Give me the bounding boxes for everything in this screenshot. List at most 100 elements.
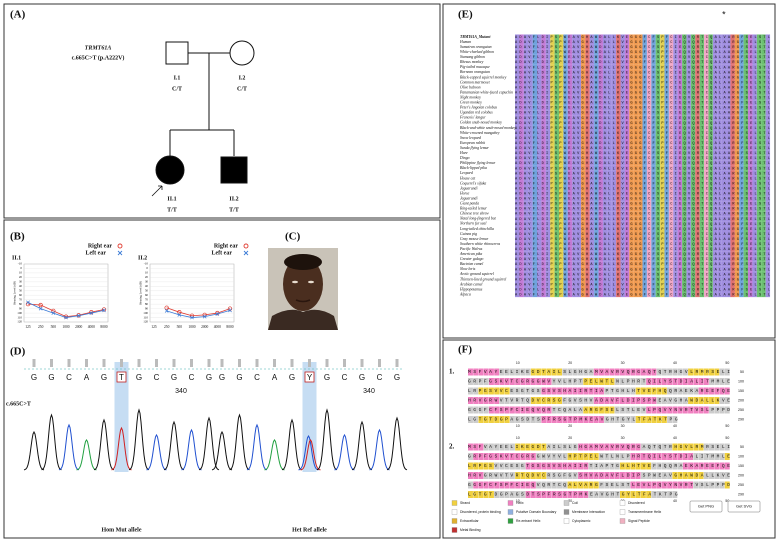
residue-cell bbox=[523, 266, 529, 272]
residue-cell bbox=[677, 266, 683, 272]
residue-cell bbox=[532, 69, 538, 75]
y-tick-label: 90 bbox=[19, 306, 23, 310]
residue-cell bbox=[660, 261, 665, 267]
residue-cell bbox=[721, 64, 727, 70]
residue-cell bbox=[726, 185, 731, 192]
residue-cell bbox=[765, 286, 771, 293]
residue-cell bbox=[563, 201, 568, 207]
residue-cell bbox=[734, 145, 740, 151]
residue-cell bbox=[695, 226, 700, 232]
residue-cell bbox=[598, 185, 603, 192]
export-button[interactable] bbox=[727, 500, 761, 513]
residue-cell bbox=[588, 481, 594, 489]
residue-cell bbox=[761, 110, 766, 116]
residue-cell bbox=[664, 125, 669, 131]
residue-cell bbox=[576, 261, 581, 267]
residue-cell bbox=[765, 201, 771, 207]
residue-cell bbox=[651, 105, 656, 111]
residue-cell bbox=[677, 49, 683, 55]
gene-name: TRMT61A bbox=[85, 45, 112, 51]
residue-cell bbox=[528, 145, 533, 151]
residue-cell bbox=[528, 135, 533, 141]
species-name: Slow loris bbox=[460, 267, 476, 271]
residue-cell bbox=[629, 231, 634, 237]
residue-cell bbox=[585, 79, 590, 86]
residue-cell bbox=[616, 49, 621, 55]
residue-cell bbox=[563, 251, 568, 257]
data-point bbox=[64, 315, 68, 320]
residue-cell bbox=[598, 256, 603, 262]
residue-cell bbox=[717, 130, 722, 136]
residue-cell bbox=[567, 271, 573, 277]
residue-cell bbox=[585, 110, 590, 116]
residue-cell bbox=[730, 271, 735, 277]
residue-cell bbox=[765, 49, 771, 55]
residue-cell bbox=[640, 416, 646, 423]
residue-cell bbox=[624, 191, 630, 197]
residue-cell bbox=[594, 84, 599, 91]
residue-cell bbox=[585, 236, 590, 242]
residue-cell bbox=[515, 196, 520, 202]
residue-cell bbox=[572, 59, 577, 65]
legend-marker bbox=[117, 243, 123, 249]
residue-cell bbox=[545, 251, 551, 257]
residue-cell bbox=[640, 406, 646, 414]
residue-cell bbox=[651, 39, 656, 45]
residue-cell bbox=[541, 241, 546, 247]
residue-cell bbox=[704, 150, 709, 156]
residue-cell bbox=[726, 286, 731, 293]
residue-cell bbox=[756, 84, 762, 91]
residue-cell bbox=[550, 266, 555, 272]
residue-cell bbox=[576, 286, 581, 293]
residue-cell bbox=[563, 236, 568, 242]
residue-cell bbox=[541, 226, 546, 232]
residue-cell bbox=[756, 155, 762, 161]
residue-cell bbox=[668, 261, 674, 267]
block-label: 1. bbox=[449, 368, 455, 376]
residue-cell bbox=[704, 125, 709, 131]
residue-cell bbox=[660, 246, 665, 252]
residue-cell bbox=[541, 276, 546, 282]
residue-cell bbox=[651, 286, 656, 293]
residue-cell bbox=[519, 64, 524, 70]
residue-cell bbox=[640, 453, 646, 460]
residue-cell bbox=[734, 276, 740, 282]
residue-cell bbox=[765, 185, 771, 192]
residue-cell bbox=[635, 368, 641, 376]
residue-cell bbox=[494, 472, 500, 479]
residue-cell bbox=[721, 281, 727, 288]
export-button-label[interactable]: Get SVG bbox=[736, 504, 752, 509]
residue-cell bbox=[620, 145, 625, 151]
residue-cell bbox=[523, 226, 529, 232]
residue-cell bbox=[739, 145, 744, 151]
species-name: Bactrian camel bbox=[460, 262, 483, 266]
residue-cell bbox=[690, 180, 696, 187]
residue-cell bbox=[726, 69, 731, 75]
residue-cell bbox=[567, 135, 573, 141]
export-button[interactable] bbox=[689, 500, 723, 513]
residue-cell bbox=[664, 211, 669, 217]
base-tick bbox=[172, 359, 176, 367]
residue-cell bbox=[554, 281, 560, 288]
residue-cell bbox=[699, 165, 705, 171]
data-point bbox=[38, 302, 43, 308]
base-box bbox=[116, 371, 127, 383]
residue-cell bbox=[563, 105, 568, 111]
residue-cell bbox=[541, 378, 547, 385]
residue-cell bbox=[664, 135, 669, 141]
residue-cell bbox=[624, 231, 630, 237]
residue-cell bbox=[730, 79, 735, 86]
residue-cell bbox=[677, 120, 683, 126]
residue-cell bbox=[726, 34, 731, 40]
residue-cell bbox=[607, 84, 612, 91]
residue-cell bbox=[614, 481, 620, 489]
residue-cell bbox=[545, 221, 551, 227]
residue-cell bbox=[528, 261, 533, 267]
residue-cell bbox=[585, 292, 590, 298]
base-call: G bbox=[236, 373, 242, 382]
residue-cell bbox=[743, 286, 749, 293]
residue-cell bbox=[580, 130, 586, 136]
residue-cell bbox=[646, 39, 652, 45]
export-button-label[interactable]: Get PNG bbox=[698, 504, 714, 509]
residue-cell bbox=[646, 481, 652, 489]
